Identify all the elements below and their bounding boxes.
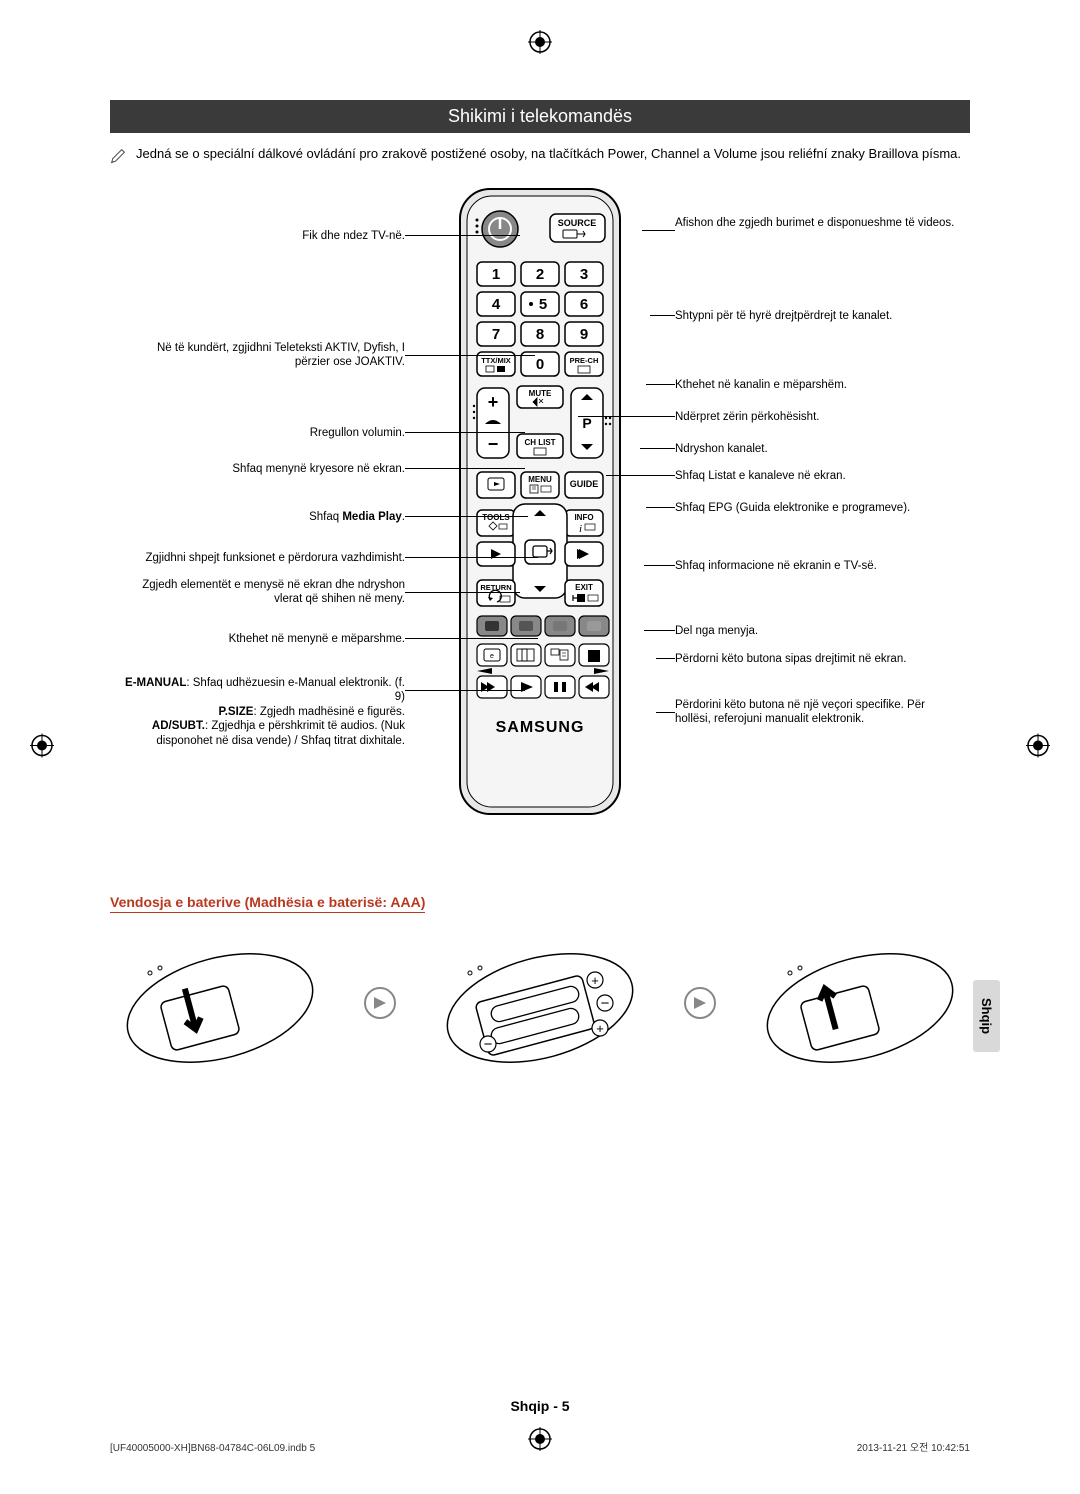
callout-line bbox=[578, 416, 675, 417]
callout-line bbox=[405, 516, 528, 517]
callout-line bbox=[642, 230, 675, 231]
callout-left-8: E-MANUAL: Shfaq udhëzuesin e-Manual elek… bbox=[125, 676, 405, 748]
remote-svg: SOURCE 1 2 3 4 5 6 7 8 9 TTX/MIX 0 PRE-C… bbox=[455, 184, 625, 824]
callout-right-1: Shtypni për të hyrë drejtpërdrejt te kan… bbox=[675, 309, 955, 323]
callout-line bbox=[405, 468, 525, 469]
callout-line bbox=[640, 448, 675, 449]
svg-text:MUTE: MUTE bbox=[529, 389, 552, 398]
svg-text:SOURCE: SOURCE bbox=[558, 218, 597, 228]
arrow-icon bbox=[364, 987, 396, 1019]
svg-text:e: e bbox=[490, 653, 494, 660]
callout-right-5: Shfaq Listat e kanaleve në ekran. bbox=[675, 469, 955, 483]
svg-text:9: 9 bbox=[580, 326, 588, 343]
svg-text:2: 2 bbox=[536, 266, 544, 283]
callout-right-6: Shfaq EPG (Guida elektronike e programev… bbox=[675, 501, 955, 515]
battery-step-3 bbox=[750, 938, 970, 1068]
callout-line bbox=[405, 355, 535, 356]
svg-text:7: 7 bbox=[492, 326, 500, 343]
svg-text:+: + bbox=[488, 392, 499, 412]
svg-text:−: − bbox=[484, 1036, 493, 1053]
svg-text:INFO: INFO bbox=[574, 513, 593, 522]
callout-line bbox=[644, 630, 675, 631]
callout-left-7: Kthehet në menynë e mëparshme. bbox=[125, 632, 405, 646]
callout-left-2: Rregullon volumin. bbox=[125, 426, 405, 440]
callout-line bbox=[646, 384, 675, 385]
callout-right-10: Përdorini këto butona në një veçori spec… bbox=[675, 698, 955, 727]
callout-line bbox=[405, 690, 525, 691]
svg-text:3: 3 bbox=[580, 266, 588, 283]
svg-text:CH LIST: CH LIST bbox=[524, 438, 555, 447]
svg-text:+: + bbox=[596, 1021, 604, 1036]
svg-text:−: − bbox=[488, 434, 499, 454]
side-tab: Shqip bbox=[973, 980, 1000, 1052]
arrow-icon bbox=[684, 987, 716, 1019]
callout-left-0: Fik dhe ndez TV-në. bbox=[125, 229, 405, 243]
footer-file: [UF40005000-XH]BN68-04784C-06L09.indb 5 bbox=[110, 1443, 315, 1454]
svg-text:4: 4 bbox=[492, 296, 501, 313]
callout-line bbox=[606, 475, 675, 476]
svg-text:+: + bbox=[591, 973, 599, 988]
callout-line bbox=[644, 565, 675, 566]
svg-text:TTX/MIX: TTX/MIX bbox=[481, 356, 511, 365]
svg-text:6: 6 bbox=[580, 296, 588, 313]
footer-page: Shqip - 5 bbox=[0, 1398, 1080, 1414]
callout-line bbox=[405, 235, 520, 236]
svg-text:PRE-CH: PRE-CH bbox=[570, 356, 599, 365]
note-row: Jedná se o speciální dálkové ovládání pr… bbox=[110, 145, 970, 164]
callout-right-7: Shfaq informacione në ekranin e TV-së. bbox=[675, 559, 955, 573]
callout-right-2: Kthehet në kanalin e mëparshëm. bbox=[675, 378, 955, 392]
svg-text:1: 1 bbox=[492, 266, 500, 283]
svg-text:SAMSUNG: SAMSUNG bbox=[496, 719, 585, 736]
note-icon bbox=[110, 146, 128, 164]
callout-line bbox=[646, 507, 675, 508]
svg-text:TOOLS: TOOLS bbox=[482, 513, 510, 522]
callout-line bbox=[405, 638, 538, 639]
svg-text:5: 5 bbox=[539, 296, 547, 313]
callout-right-9: Përdorni këto butona sipas drejtimit në … bbox=[675, 652, 955, 666]
svg-text:8: 8 bbox=[536, 326, 544, 343]
svg-text:i: i bbox=[579, 523, 582, 535]
callout-left-6: Zgjedh elementët e menysë në ekran dhe n… bbox=[125, 578, 405, 607]
battery-step-1 bbox=[110, 938, 330, 1068]
callout-left-4: Shfaq Media Play. bbox=[125, 510, 405, 524]
svg-text:MENU: MENU bbox=[528, 475, 552, 484]
callout-right-3: Ndërpret zërin përkohësisht. bbox=[675, 410, 955, 424]
svg-text:P: P bbox=[582, 415, 591, 431]
battery-title: Vendosja e baterive (Madhësia e baterisë… bbox=[110, 894, 425, 913]
callout-line bbox=[405, 592, 520, 593]
callout-right-8: Del nga menyja. bbox=[675, 624, 955, 638]
note-text: Jedná se o speciální dálkové ovládání pr… bbox=[136, 145, 961, 163]
callout-left-3: Shfaq menynë kryesore në ekran. bbox=[125, 462, 405, 476]
footer-time: 2013-11-21 오전 10:42:51 bbox=[857, 1439, 970, 1454]
svg-text:GUIDE: GUIDE bbox=[570, 479, 599, 489]
battery-step-2: + − + − bbox=[430, 938, 650, 1068]
battery-section: Vendosja e baterive (Madhësia e baterisë… bbox=[110, 894, 970, 1068]
svg-text:EXIT: EXIT bbox=[575, 583, 593, 592]
callout-line bbox=[656, 658, 675, 659]
callout-line bbox=[405, 557, 538, 558]
callout-left-5: Zgjidhni shpejt funksionet e përdorura v… bbox=[125, 551, 405, 565]
callout-line bbox=[650, 315, 675, 316]
callout-line bbox=[656, 712, 675, 713]
callout-right-0: Afishon dhe zgjedh burimet e disponueshm… bbox=[675, 216, 955, 230]
section-title: Shikimi i telekomandës bbox=[110, 100, 970, 133]
callout-right-4: Ndryshon kanalet. bbox=[675, 442, 955, 456]
svg-text:−: − bbox=[601, 995, 610, 1012]
svg-text:0: 0 bbox=[536, 356, 544, 373]
battery-row: + − + − bbox=[110, 938, 970, 1068]
remote-diagram: SOURCE 1 2 3 4 5 6 7 8 9 TTX/MIX 0 PRE-C… bbox=[110, 184, 970, 854]
callout-left-1: Në të kundërt, zgjidhni Teleteksti AKTIV… bbox=[125, 341, 405, 370]
callout-line bbox=[405, 432, 525, 433]
